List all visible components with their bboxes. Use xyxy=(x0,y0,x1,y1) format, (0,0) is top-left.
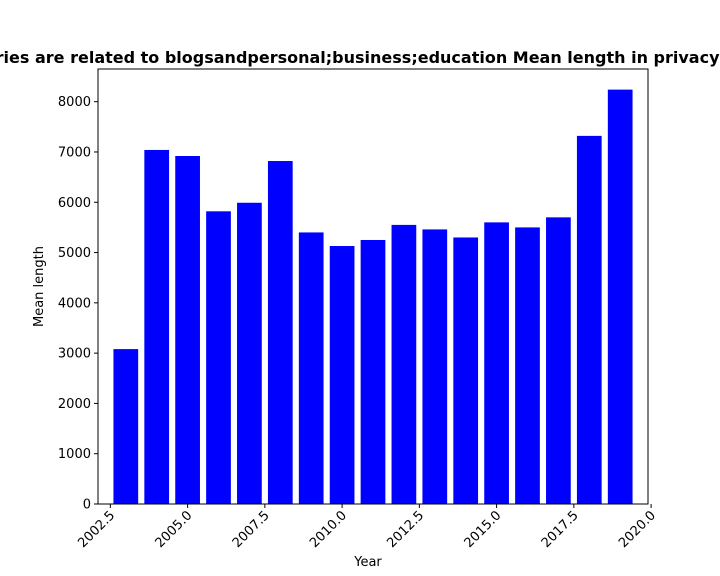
bar-2017 xyxy=(546,217,571,504)
x-axis-label: Year xyxy=(353,555,382,570)
y-tick-label: 8000 xyxy=(58,95,91,110)
bar-2011 xyxy=(360,239,386,504)
plot-frame xyxy=(97,68,649,505)
bar-2006 xyxy=(206,211,231,504)
bar-2018 xyxy=(576,135,602,504)
y-tick-label: 1000 xyxy=(58,447,91,462)
bar-2016 xyxy=(515,227,540,504)
x-tick-label: 2002.5 xyxy=(75,508,118,551)
y-tick-label: 0 xyxy=(83,498,91,513)
chart-title: Categories are related to blogsandperson… xyxy=(0,48,720,67)
y-tick-label: 6000 xyxy=(58,196,91,211)
x-tick-label: 2010.0 xyxy=(307,508,350,551)
x-tick-label: 2020.0 xyxy=(616,508,659,551)
bar-2005 xyxy=(175,156,200,504)
y-tick-label: 4000 xyxy=(58,296,91,311)
y-axis-label: Mean length xyxy=(32,246,47,327)
bars-group xyxy=(113,89,633,505)
y-ticks-group: 0 1000 2000 3000 4000 5000 6000 7000 8000 xyxy=(58,95,98,513)
x-tick-label: 2007.5 xyxy=(230,508,273,551)
bar-2003 xyxy=(113,349,139,504)
bar-2013 xyxy=(422,229,448,504)
x-tick-label: 2015.0 xyxy=(462,508,505,551)
x-ticks-group: 2002.5 2005.0 2007.5 2010.0 2012.5 2015.0 2017… xyxy=(75,504,659,551)
bar-2014 xyxy=(453,237,479,504)
y-tick-label: 7000 xyxy=(58,145,91,160)
bar-2007 xyxy=(237,202,262,504)
x-tick-label: 2017.5 xyxy=(539,508,582,551)
y-tick-label: 3000 xyxy=(58,347,91,362)
bar-2010 xyxy=(329,246,355,504)
y-tick-label: 2000 xyxy=(58,397,91,412)
bar-2009 xyxy=(298,232,324,504)
bar-2019 xyxy=(607,89,633,504)
y-tick-label: 5000 xyxy=(58,246,91,261)
bar-2015 xyxy=(484,222,509,504)
bar-2008 xyxy=(267,161,293,504)
bar-2004 xyxy=(144,149,170,504)
bar-2012 xyxy=(391,224,417,505)
x-tick-label: 2005.0 xyxy=(153,508,196,551)
x-tick-label: 2012.5 xyxy=(384,508,427,551)
